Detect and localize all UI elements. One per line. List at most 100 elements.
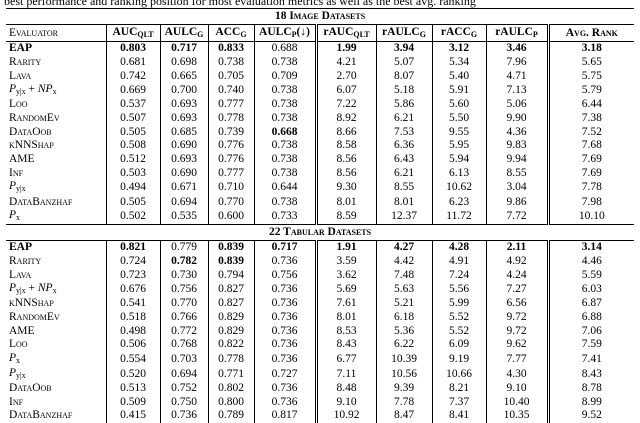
value-cell: 9.52	[546, 409, 635, 423]
value-cell: 5.59	[546, 268, 635, 282]
value-cell: 9.10	[314, 395, 376, 410]
value-cell: 8.58	[314, 139, 376, 153]
evaluator-cell: Loo	[6, 338, 106, 352]
evaluator-cell: Py|x	[6, 180, 106, 195]
value-cell: 8.01	[375, 195, 432, 209]
value-cell: 0.415	[105, 409, 160, 423]
value-cell: 8.59	[314, 208, 376, 225]
value-cell: 0.738	[253, 166, 316, 181]
value-cell: 0.736	[253, 310, 316, 325]
column-header: Evaluator	[6, 24, 106, 42]
value-cell: 0.738	[253, 98, 316, 112]
value-cell: 8.66	[314, 125, 376, 140]
value-cell: 10.62	[431, 180, 486, 196]
value-cell: 0.827	[207, 281, 254, 297]
value-cell: 7.61	[314, 296, 376, 311]
value-cell: 0.742	[105, 69, 160, 84]
value-cell: 0.502	[105, 208, 160, 225]
value-cell: 6.21	[375, 111, 432, 126]
value-cell: 6.77	[314, 351, 376, 367]
value-cell: 7.22	[314, 98, 376, 112]
evaluator-cell: DataBanzhaf	[6, 195, 106, 209]
value-cell: 4.27	[375, 240, 432, 255]
value-cell: 8.48	[314, 381, 376, 396]
value-cell: 0.730	[159, 268, 208, 282]
text-segment: Lava	[9, 69, 32, 82]
value-cell: 0.827	[207, 296, 254, 311]
value-cell: 7.69	[546, 152, 635, 167]
value-cell: 0.693	[159, 98, 208, 112]
value-cell: 12.37	[375, 208, 432, 225]
value-cell: 5.50	[431, 111, 486, 126]
value-cell: 0.518	[105, 310, 160, 325]
value-cell: 0.778	[207, 351, 254, 367]
evaluator-cell: Px	[6, 352, 106, 367]
text-segment: +	[25, 281, 38, 294]
value-cell: 0.505	[105, 195, 160, 209]
value-cell: 8.21	[431, 381, 486, 396]
value-cell: 8.56	[314, 166, 376, 181]
value-cell: 8.55	[375, 180, 432, 196]
evaluator-cell: EAP	[6, 42, 106, 56]
value-cell: 5.56	[431, 281, 486, 297]
data-row: Rarity 0.724 0.782 0.839 0.736 3.59 4.42 4.91 4.…	[6, 254, 635, 269]
text-segment: P	[9, 208, 17, 221]
value-cell: 0.509	[105, 395, 160, 410]
data-row: EAP 0.821 0.779 0.839 0.717 1.91 4.27 4.28 2.11 3…	[6, 240, 635, 255]
value-cell: 5.94	[431, 152, 486, 167]
text-segment: x	[16, 355, 21, 365]
value-cell: 8.01	[314, 195, 376, 209]
value-cell: 9.19	[431, 351, 486, 367]
text-segment: G	[197, 29, 204, 39]
text-segment: P	[9, 281, 17, 294]
value-cell: 0.690	[159, 139, 208, 153]
data-row: AME 0.512 0.693 0.776 0.738 8.56 6.43 5.94 9.94 7…	[6, 152, 635, 167]
value-cell: 0.770	[207, 195, 254, 209]
value-cell: 0.738	[207, 55, 254, 70]
value-cell: 7.69	[546, 166, 635, 181]
value-cell: 0.554	[105, 351, 160, 367]
value-cell: 0.736	[253, 254, 316, 269]
value-cell: 6.43	[375, 152, 432, 167]
value-cell: 10.10	[546, 208, 635, 225]
evaluator-cell: Py|x + NPx	[6, 282, 106, 297]
evaluator-cell: RandomEv	[6, 311, 106, 325]
text-segment: P	[9, 180, 17, 193]
value-cell: 8.43	[314, 338, 376, 352]
value-cell: 6.07	[314, 83, 376, 99]
value-cell: 0.779	[159, 240, 208, 255]
value-cell: 0.738	[253, 139, 316, 153]
value-cell: 5.65	[546, 55, 635, 70]
table-body: 18 Image Datasets Evaluator AUCQLT AULCG ACC…	[6, 8, 635, 423]
value-cell: 7.98	[546, 195, 635, 209]
evaluator-cell: Inf	[6, 167, 106, 181]
value-cell: 0.535	[159, 208, 208, 225]
evaluator-cell: Inf	[6, 395, 106, 409]
evaluator-cell: DataOob	[6, 125, 106, 139]
text-segment: AULC	[164, 25, 198, 38]
value-cell: 0.727	[253, 366, 316, 382]
value-cell: 0.772	[159, 324, 208, 338]
value-cell: 5.36	[375, 324, 432, 338]
value-cell: 4.21	[314, 55, 376, 70]
column-header: Avg. Rank	[546, 24, 635, 42]
text-segment: P	[532, 29, 538, 39]
value-cell: 7.72	[485, 208, 548, 225]
value-cell: 5.60	[431, 98, 486, 112]
value-cell: 10.35	[485, 409, 548, 423]
value-cell: 8.47	[375, 409, 432, 423]
value-cell: 0.778	[207, 111, 254, 126]
value-cell: 5.75	[546, 69, 635, 84]
value-cell: 0.668	[253, 125, 316, 140]
text-segment: x	[52, 87, 57, 97]
value-cell: 4.46	[546, 254, 635, 269]
value-cell: 0.494	[105, 180, 160, 196]
value-cell: 7.48	[375, 268, 432, 282]
value-cell: 6.87	[546, 296, 635, 311]
value-cell: 5.86	[375, 98, 432, 112]
value-cell: 0.693	[159, 111, 208, 126]
text-segment: Rarity	[9, 254, 42, 267]
header-row: Evaluator AUCQLT AULCG ACCG AULCP(↓) rAUCQLT r…	[6, 24, 635, 42]
text-segment: NP	[37, 281, 53, 294]
